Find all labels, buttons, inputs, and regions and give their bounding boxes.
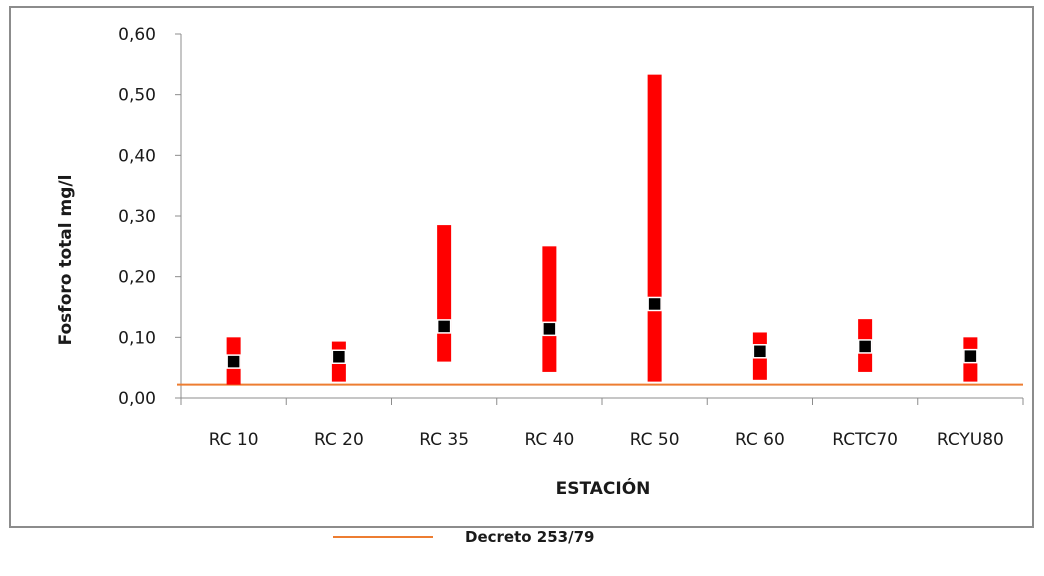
- y-tick-label: 0,50: [118, 86, 156, 106]
- legend-label: Decreto 253/79: [465, 528, 594, 546]
- x-tick-label: RC 50: [630, 430, 680, 450]
- x-tick-label: RC 35: [419, 430, 469, 450]
- y-tick-label: 0,30: [118, 207, 156, 227]
- y-axis-title: Fosforo total mg/l: [56, 175, 76, 346]
- range-bar: [647, 74, 662, 382]
- x-axis: RC 10 RC 20 RC 35 RC 40 RC 50 RC 60 RCTC70 RCYU…: [180, 397, 1024, 450]
- mean-marker: [331, 349, 347, 364]
- y-axis: 0,00 0,10 0,20 0,30 0,40 0,50 0,60: [118, 25, 182, 409]
- range-bar: [542, 246, 557, 372]
- x-tick-label: RC 10: [209, 430, 259, 450]
- x-tick-label: RCYU80: [937, 430, 1004, 450]
- mean-marker: [436, 319, 452, 334]
- range-bar: [437, 225, 452, 362]
- mean-marker: [857, 339, 873, 354]
- x-tick-label: RC 60: [735, 430, 785, 450]
- legend: Decreto 253/79: [333, 528, 594, 546]
- mean-marker: [647, 296, 662, 312]
- mean-marker: [963, 348, 978, 364]
- x-tick-label: RC 40: [524, 430, 574, 450]
- y-tick-label: 0,60: [118, 25, 156, 45]
- x-tick-label: RC 20: [314, 430, 364, 450]
- mean-marker: [752, 344, 768, 359]
- mean-marker: [542, 321, 557, 337]
- mean-marker: [226, 354, 241, 369]
- x-tick-label: RCTC70: [832, 430, 898, 450]
- y-tick-label: 0,40: [118, 146, 156, 166]
- x-axis-title: ESTACIÓN: [556, 477, 651, 499]
- y-tick-label: 0,20: [118, 268, 156, 288]
- y-tick-label: 0,10: [118, 328, 156, 348]
- plot-area: [177, 74, 1023, 386]
- y-tick-label: 0,00: [118, 389, 156, 409]
